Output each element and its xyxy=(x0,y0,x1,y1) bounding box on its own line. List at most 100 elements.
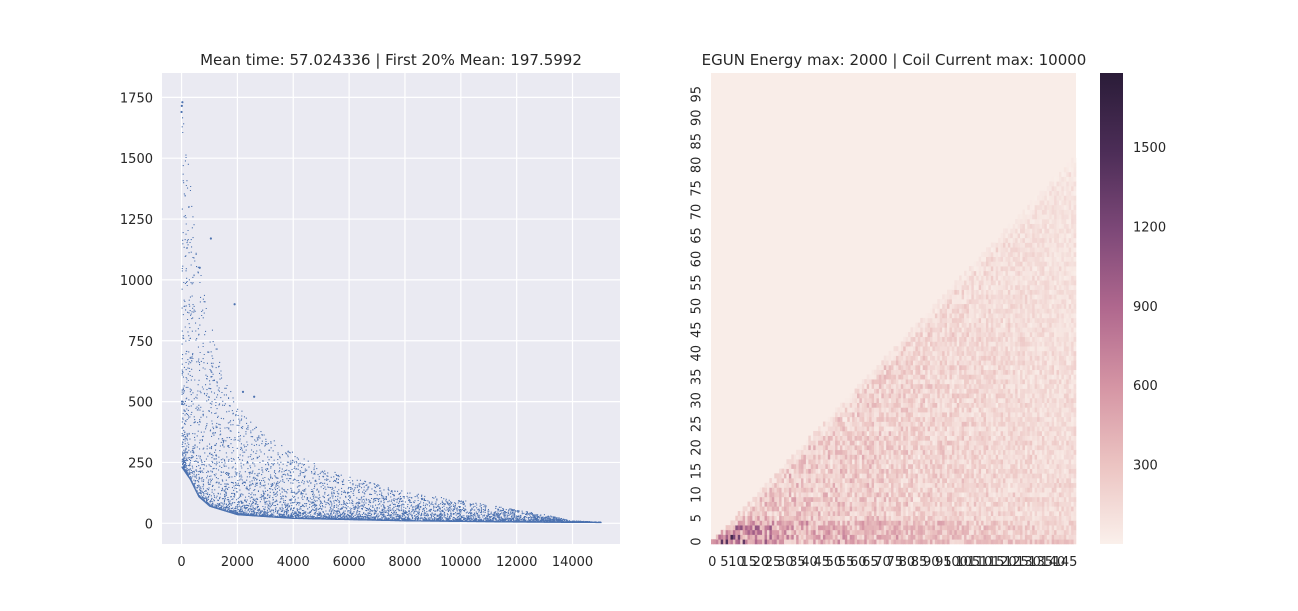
heatmap-cell xyxy=(983,270,987,276)
heatmap-cell xyxy=(1027,478,1031,484)
heatmap-cell xyxy=(1003,496,1006,502)
heatmap-cell xyxy=(1007,402,1011,408)
heatmap-cell xyxy=(1005,294,1009,300)
heatmap-cell xyxy=(995,303,999,309)
heatmap-cell xyxy=(874,412,877,418)
heatmap-cell xyxy=(825,520,829,526)
heatmap-cell xyxy=(891,383,894,389)
heatmap-cell xyxy=(959,426,962,432)
heatmap-cell xyxy=(944,336,948,342)
heatmap-cell xyxy=(959,478,962,484)
heatmap-cell xyxy=(1015,374,1018,380)
heatmap-cell xyxy=(944,383,948,389)
heatmap-cell xyxy=(1017,440,1021,446)
heatmap-cell xyxy=(1017,496,1021,502)
heatmap-cell xyxy=(908,402,911,408)
heatmap-cell xyxy=(1020,350,1023,356)
heatmap-cell xyxy=(976,317,979,323)
heatmap-cell xyxy=(1032,487,1035,493)
heatmap-cell xyxy=(898,459,902,465)
heatmap-cell xyxy=(832,430,836,436)
heatmap-cell xyxy=(1012,529,1016,535)
heatmap-cell xyxy=(903,383,906,389)
heatmap-cell xyxy=(781,492,785,498)
heatmap-cell xyxy=(1034,341,1038,347)
heatmap-cell xyxy=(818,445,821,451)
heatmap-cell xyxy=(993,463,996,469)
heatmap-cell xyxy=(1029,294,1033,300)
heatmap-cell xyxy=(864,487,868,493)
heatmap-cell xyxy=(1029,247,1033,253)
heatmap-cell xyxy=(985,473,989,479)
heatmap-cell xyxy=(1024,242,1028,248)
heatmap-cell xyxy=(801,534,804,540)
heatmap-cell xyxy=(1029,402,1033,408)
heatmap-cell xyxy=(1017,383,1021,389)
heatmap-cell xyxy=(985,383,989,389)
heatmap-cell xyxy=(895,454,899,460)
heatmap-cell xyxy=(1000,247,1004,253)
heatmap-cell xyxy=(752,520,756,526)
heatmap-cell xyxy=(1017,360,1021,366)
heatmap-cell xyxy=(973,299,977,305)
heatmap-cell xyxy=(839,468,843,474)
heatmap-cell xyxy=(864,421,868,427)
heatmap-cell xyxy=(861,426,865,432)
heatmap-cell xyxy=(968,515,972,521)
heatmap-cell xyxy=(973,350,977,356)
heatmap-cell xyxy=(883,449,887,455)
heatmap-cell xyxy=(922,539,926,545)
heatmap-cell xyxy=(798,454,802,460)
heatmap-cell xyxy=(1003,506,1006,512)
heatmap-cell xyxy=(973,529,977,535)
heatmap-cell xyxy=(949,374,953,380)
heatmap-cell xyxy=(1017,313,1021,319)
heatmap-cell xyxy=(1029,256,1033,262)
heatmap-cell xyxy=(995,379,999,385)
heatmap-cell xyxy=(973,346,977,352)
heatmap-cell xyxy=(973,445,977,451)
heatmap-cell xyxy=(764,511,768,517)
heatmap-cell xyxy=(866,412,870,418)
heatmap-cell xyxy=(966,388,970,394)
heatmap-cell xyxy=(793,529,797,535)
heatmap-cell xyxy=(859,445,863,451)
heatmap-cell xyxy=(820,482,824,488)
heatmap-cell xyxy=(976,402,979,408)
heatmap-cell xyxy=(954,539,958,545)
heatmap-cell xyxy=(920,463,923,469)
heatmap-cell xyxy=(895,478,899,484)
heatmap-cell xyxy=(891,379,894,385)
heatmap-cell xyxy=(988,506,992,512)
heatmap-cell xyxy=(1027,332,1031,338)
heatmap-cell xyxy=(954,284,958,290)
heatmap-cell xyxy=(857,534,860,540)
heatmap-cell xyxy=(837,492,841,498)
heatmap-cell xyxy=(903,468,906,474)
heatmap-cell xyxy=(930,350,933,356)
heatmap-cell xyxy=(976,289,979,295)
heatmap-cell xyxy=(1015,435,1018,441)
heatmap-cell xyxy=(930,482,933,488)
heatmap-cell xyxy=(978,299,982,305)
heatmap-cell xyxy=(985,280,989,286)
heatmap-cell xyxy=(925,341,928,347)
heatmap-cell xyxy=(944,534,948,540)
heatmap-cell xyxy=(752,496,756,502)
heatmap-cell xyxy=(903,449,906,455)
heatmap-cell xyxy=(934,412,938,418)
heatmap-cell xyxy=(942,525,945,531)
heatmap-cell xyxy=(815,449,819,455)
heatmap-cell xyxy=(927,468,931,474)
heatmap-cell xyxy=(898,539,902,545)
heatmap-cell xyxy=(981,360,984,366)
heatmap-cell xyxy=(983,529,987,535)
heatmap-cell xyxy=(956,365,960,371)
heatmap-cell xyxy=(937,393,941,399)
heatmap-cell xyxy=(981,430,984,436)
heatmap-cell xyxy=(891,421,894,427)
heatmap-cell xyxy=(1010,256,1014,262)
heatmap-cell xyxy=(825,430,829,436)
heatmap-cell xyxy=(781,515,785,521)
heatmap-cell xyxy=(878,365,882,371)
